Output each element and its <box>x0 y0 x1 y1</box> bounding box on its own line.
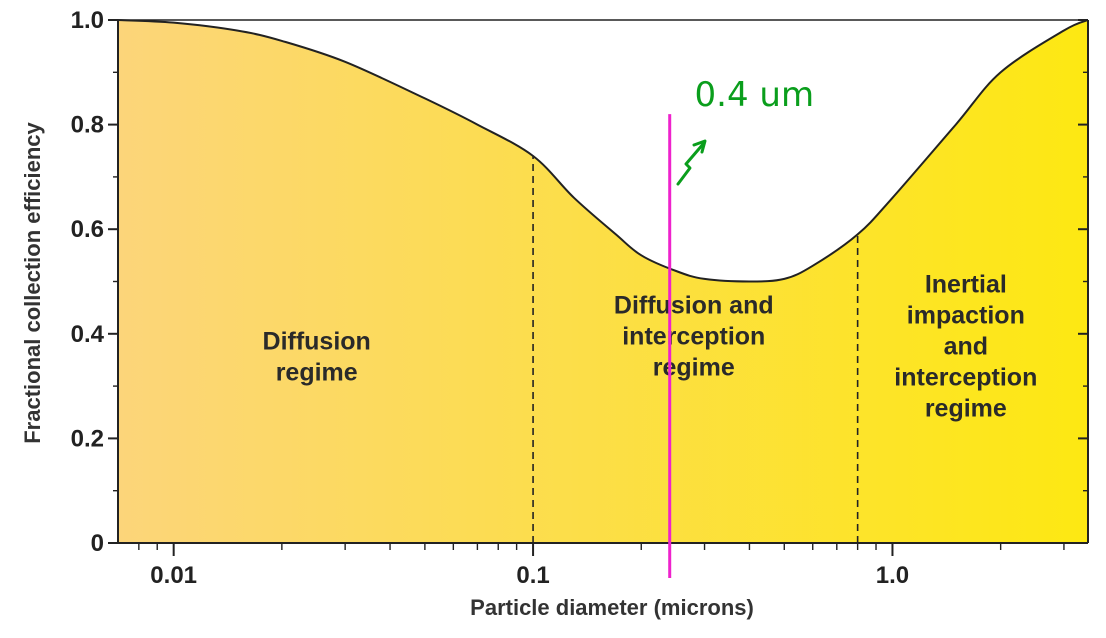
x-tick-label: 0.1 <box>516 562 549 589</box>
x-tick-label: 0.01 <box>150 562 197 589</box>
x-tick-label: 1.0 <box>876 562 909 589</box>
regime-label: impaction <box>907 302 1025 330</box>
x-axis-title: Particle diameter (microns) <box>470 595 754 620</box>
y-tick-label: 0.4 <box>71 321 105 348</box>
efficiency-area-fill <box>118 20 1088 543</box>
area-layer <box>117 19 1089 543</box>
region-layer: Diffusion regime Diffusion and interception… <box>263 271 1038 423</box>
annotation-label: 0.4 um <box>695 75 815 115</box>
regime-label: regime <box>925 395 1007 423</box>
boundary-layer <box>532 155 859 543</box>
regime-label: and <box>944 333 988 361</box>
axes-layer: 0 0.2 0.4 0.6 0.8 1.0 0.01 0.1 1.0 <box>71 7 1089 589</box>
regime-label: Diffusion <box>263 328 371 356</box>
y-tick-label: 0.6 <box>71 216 104 243</box>
regime-label: Diffusion and <box>614 291 774 319</box>
y-tick-label: 0.8 <box>71 112 104 139</box>
regime-label: interception <box>622 322 765 350</box>
efficiency-curve <box>117 19 1089 283</box>
y-tick-label: 1.0 <box>71 7 104 34</box>
regime-label: regime <box>276 359 358 387</box>
regime-label: interception <box>894 364 1037 392</box>
y-axis-title: Fractional collection efficiency <box>20 121 45 443</box>
regime-label: Inertial <box>925 271 1007 299</box>
annotation-arrowhead <box>692 139 707 154</box>
y-tick-label: 0.2 <box>71 425 104 452</box>
overlay-layer: 0.4 um <box>668 75 815 578</box>
y-tick-label: 0 <box>91 530 104 557</box>
regime-label: regime <box>653 353 735 381</box>
annotation-arrow <box>676 141 706 186</box>
